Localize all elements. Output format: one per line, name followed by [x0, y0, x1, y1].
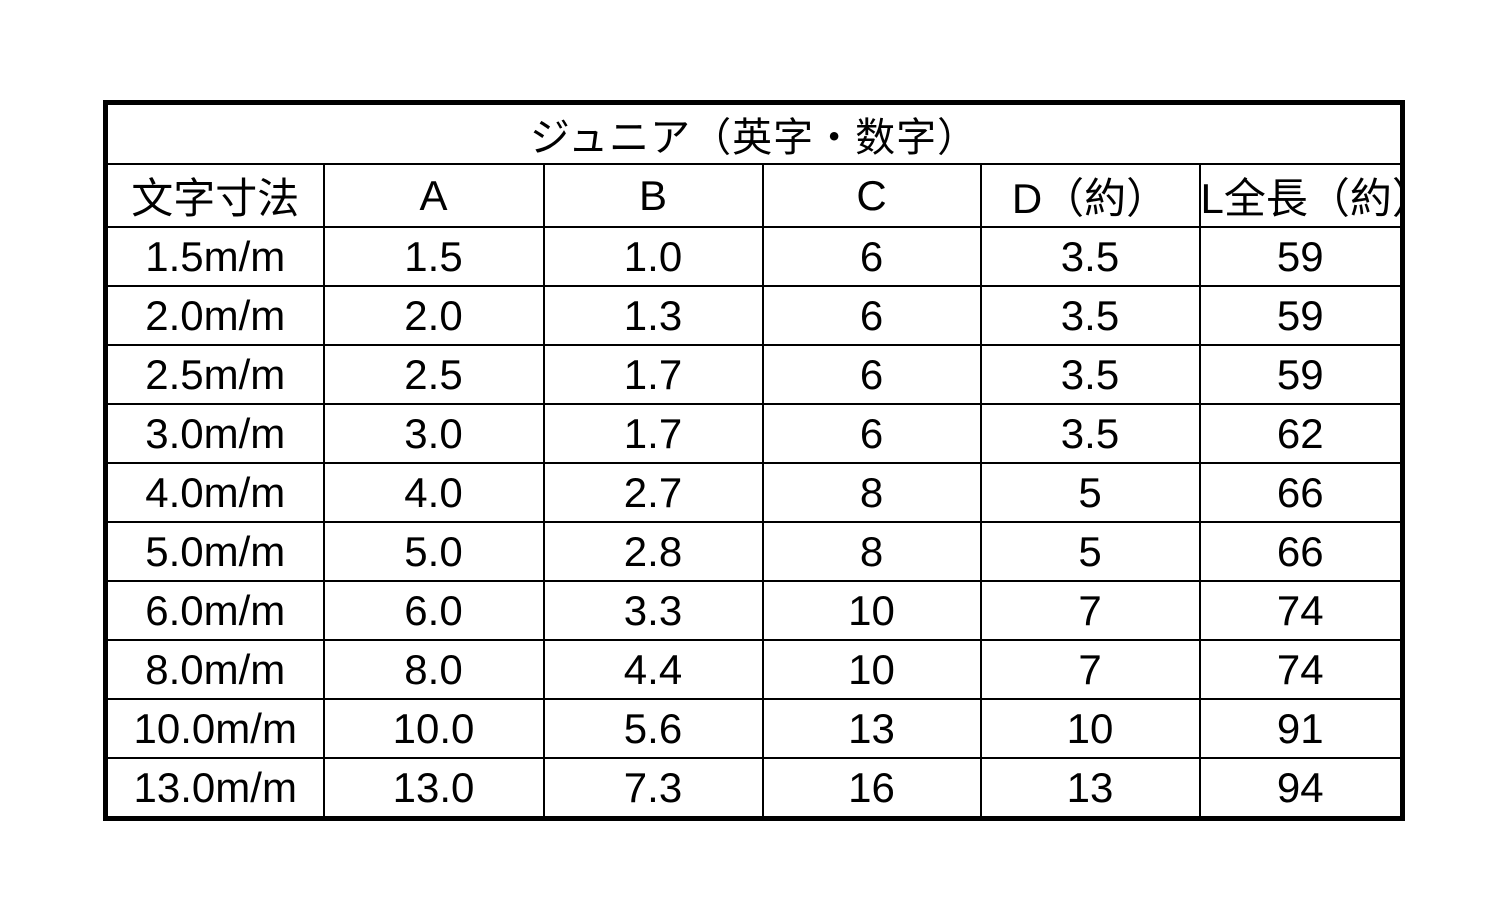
- data-cell: 2.7: [542, 462, 764, 523]
- data-cell: 5: [979, 462, 1201, 523]
- table-row: 2.0m/m 2.0 1.3 6 3.5 59: [104, 285, 1404, 346]
- data-cell: 66: [1198, 462, 1404, 523]
- data-cell: 3.5: [979, 226, 1201, 287]
- data-cell: 6.0: [322, 580, 545, 641]
- row-label: 4.0m/m: [104, 462, 325, 523]
- table-row: 8.0m/m 8.0 4.4 10 7 74: [104, 639, 1404, 700]
- column-header-b: B: [542, 163, 764, 228]
- data-cell: 10: [761, 639, 982, 700]
- row-label: 3.0m/m: [104, 403, 325, 464]
- data-cell: 6: [761, 285, 982, 346]
- data-cell: 62: [1198, 403, 1404, 464]
- data-cell: 94: [1198, 757, 1404, 820]
- data-cell: 8: [761, 521, 982, 582]
- data-cell: 59: [1198, 285, 1404, 346]
- data-cell: 3.5: [979, 344, 1201, 405]
- table-row: 1.5m/m 1.5 1.0 6 3.5 59: [104, 226, 1404, 287]
- table-title: ジュニア（英字・数字）: [104, 101, 1404, 165]
- data-cell: 2.5: [322, 344, 545, 405]
- data-cell: 1.3: [542, 285, 764, 346]
- size-spec-table: ジュニア（英字・数字） 文字寸法 A B C D（約） L全長（約） 1.5m/…: [103, 100, 1406, 821]
- data-cell: 59: [1198, 226, 1404, 287]
- data-cell: 3.5: [979, 403, 1201, 464]
- data-cell: 74: [1198, 639, 1404, 700]
- data-cell: 4.0: [322, 462, 545, 523]
- data-cell: 2.8: [542, 521, 764, 582]
- data-cell: 2.0: [322, 285, 545, 346]
- column-header-a: A: [322, 163, 545, 228]
- row-label: 2.0m/m: [104, 285, 325, 346]
- row-label: 5.0m/m: [104, 521, 325, 582]
- column-header-total-length: L全長（約）: [1198, 163, 1404, 228]
- data-cell: 66: [1198, 521, 1404, 582]
- table-row: 2.5m/m 2.5 1.7 6 3.5 59: [104, 344, 1404, 405]
- data-cell: 5: [979, 521, 1201, 582]
- table-row: 13.0m/m 13.0 7.3 16 13 94: [104, 757, 1404, 820]
- data-cell: 10: [761, 580, 982, 641]
- data-cell: 6: [761, 344, 982, 405]
- data-cell: 13: [979, 757, 1201, 820]
- column-header-d: D（約）: [979, 163, 1201, 228]
- table-row: 4.0m/m 4.0 2.7 8 5 66: [104, 462, 1404, 523]
- data-cell: 3.0: [322, 403, 545, 464]
- data-cell: 1.0: [542, 226, 764, 287]
- data-cell: 74: [1198, 580, 1404, 641]
- table-row: 6.0m/m 6.0 3.3 10 7 74: [104, 580, 1404, 641]
- data-cell: 1.5: [322, 226, 545, 287]
- row-label: 10.0m/m: [104, 698, 325, 759]
- data-cell: 6: [761, 403, 982, 464]
- data-cell: 7: [979, 580, 1201, 641]
- data-cell: 7: [979, 639, 1201, 700]
- data-cell: 10.0: [322, 698, 545, 759]
- data-cell: 3.5: [979, 285, 1201, 346]
- data-cell: 16: [761, 757, 982, 820]
- row-label: 1.5m/m: [104, 226, 325, 287]
- data-cell: 10: [979, 698, 1201, 759]
- column-header-c: C: [761, 163, 982, 228]
- table-row: 3.0m/m 3.0 1.7 6 3.5 62: [104, 403, 1404, 464]
- data-cell: 3.3: [542, 580, 764, 641]
- table-title-row: ジュニア（英字・数字）: [104, 101, 1404, 165]
- data-cell: 5.0: [322, 521, 545, 582]
- data-cell: 6: [761, 226, 982, 287]
- data-cell: 8.0: [322, 639, 545, 700]
- data-cell: 1.7: [542, 403, 764, 464]
- row-label: 13.0m/m: [104, 757, 325, 820]
- row-label: 2.5m/m: [104, 344, 325, 405]
- row-label: 6.0m/m: [104, 580, 325, 641]
- data-cell: 13: [761, 698, 982, 759]
- table-row: 5.0m/m 5.0 2.8 8 5 66: [104, 521, 1404, 582]
- data-cell: 91: [1198, 698, 1404, 759]
- data-cell: 8: [761, 462, 982, 523]
- column-header-size: 文字寸法: [104, 163, 325, 228]
- data-cell: 7.3: [542, 757, 764, 820]
- row-label: 8.0m/m: [104, 639, 325, 700]
- data-cell: 5.6: [542, 698, 764, 759]
- table-row: 10.0m/m 10.0 5.6 13 10 91: [104, 698, 1404, 759]
- data-cell: 1.7: [542, 344, 764, 405]
- table-header-row: 文字寸法 A B C D（約） L全長（約）: [104, 163, 1404, 228]
- data-cell: 4.4: [542, 639, 764, 700]
- data-cell: 13.0: [322, 757, 545, 820]
- data-cell: 59: [1198, 344, 1404, 405]
